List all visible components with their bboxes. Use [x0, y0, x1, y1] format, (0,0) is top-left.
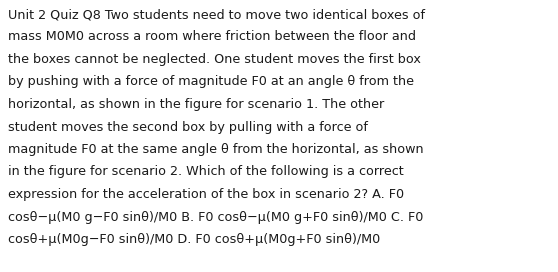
Text: cosθ+μ(M0g−F0 sinθ)/M0 D. F0 cosθ+μ(M0g+F0 sinθ)/M0: cosθ+μ(M0g−F0 sinθ)/M0 D. F0 cosθ+μ(M0g+…	[8, 233, 380, 246]
Text: the boxes cannot be neglected. One student moves the first box: the boxes cannot be neglected. One stude…	[8, 53, 421, 66]
Text: horizontal, as shown in the figure for scenario 1. The other: horizontal, as shown in the figure for s…	[8, 98, 384, 111]
Text: Unit 2 Quiz Q8 Two students need to move two identical boxes of: Unit 2 Quiz Q8 Two students need to move…	[8, 8, 425, 21]
Text: by pushing with a force of magnitude F0 at an angle θ from the: by pushing with a force of magnitude F0 …	[8, 76, 414, 88]
Text: expression for the acceleration of the box in scenario 2? A. F0: expression for the acceleration of the b…	[8, 188, 404, 201]
Text: mass M0M0 across a room where friction between the floor and: mass M0M0 across a room where friction b…	[8, 30, 416, 44]
Text: magnitude F0 at the same angle θ from the horizontal, as shown: magnitude F0 at the same angle θ from th…	[8, 143, 424, 156]
Text: in the figure for scenario 2. Which of the following is a correct: in the figure for scenario 2. Which of t…	[8, 165, 404, 178]
Text: cosθ−μ(M0 g−F0 sinθ)/M0 B. F0 cosθ−μ(M0 g+F0 sinθ)/M0 C. F0: cosθ−μ(M0 g−F0 sinθ)/M0 B. F0 cosθ−μ(M0 …	[8, 211, 424, 224]
Text: student moves the second box by pulling with a force of: student moves the second box by pulling …	[8, 120, 368, 134]
